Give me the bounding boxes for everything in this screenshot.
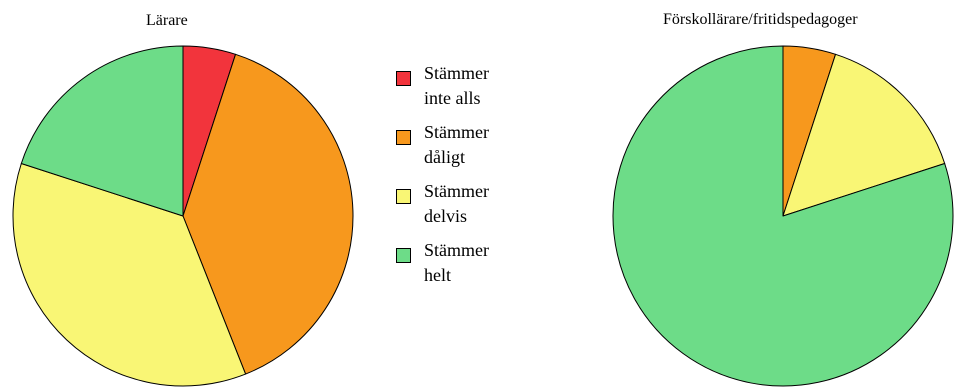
legend-label: Stämmer helt	[424, 238, 544, 288]
pie-slice-stammer-delvis	[782, 53, 946, 217]
pie-slice-stammer-helt	[20, 45, 184, 217]
legend-swatch	[396, 130, 411, 145]
legend-label-line1: Stämmer	[424, 63, 489, 83]
legend-label-line2: dåligt	[424, 147, 465, 167]
legend-label-line1: Stämmer	[424, 240, 489, 260]
pie-chart-larare	[12, 45, 354, 387]
legend-swatch	[396, 248, 411, 263]
pie-slice-stammer-daligt	[182, 53, 354, 375]
legend-label: Stämmer inte alls	[424, 61, 544, 111]
legend-label: Stämmer delvis	[424, 179, 544, 229]
legend-label-line2: inte alls	[424, 88, 481, 108]
legend-label-line2: delvis	[424, 206, 467, 226]
legend-swatch	[396, 189, 411, 204]
legend-label-line1: Stämmer	[424, 122, 489, 142]
pie-slice-stammer-helt	[612, 45, 954, 387]
legend-swatch	[396, 71, 411, 86]
pie-slice-stammer-delvis	[12, 162, 247, 387]
legend-label-line1: Stämmer	[424, 181, 489, 201]
chart-title-forskollarare: Förskollärare/fritidspedagoger	[663, 11, 858, 28]
chart-title-larare: Lärare	[146, 12, 188, 29]
legend-label: Stämmer dåligt	[424, 120, 544, 170]
pie-chart-forskollarare	[612, 45, 954, 387]
legend-label-line2: helt	[424, 265, 451, 285]
